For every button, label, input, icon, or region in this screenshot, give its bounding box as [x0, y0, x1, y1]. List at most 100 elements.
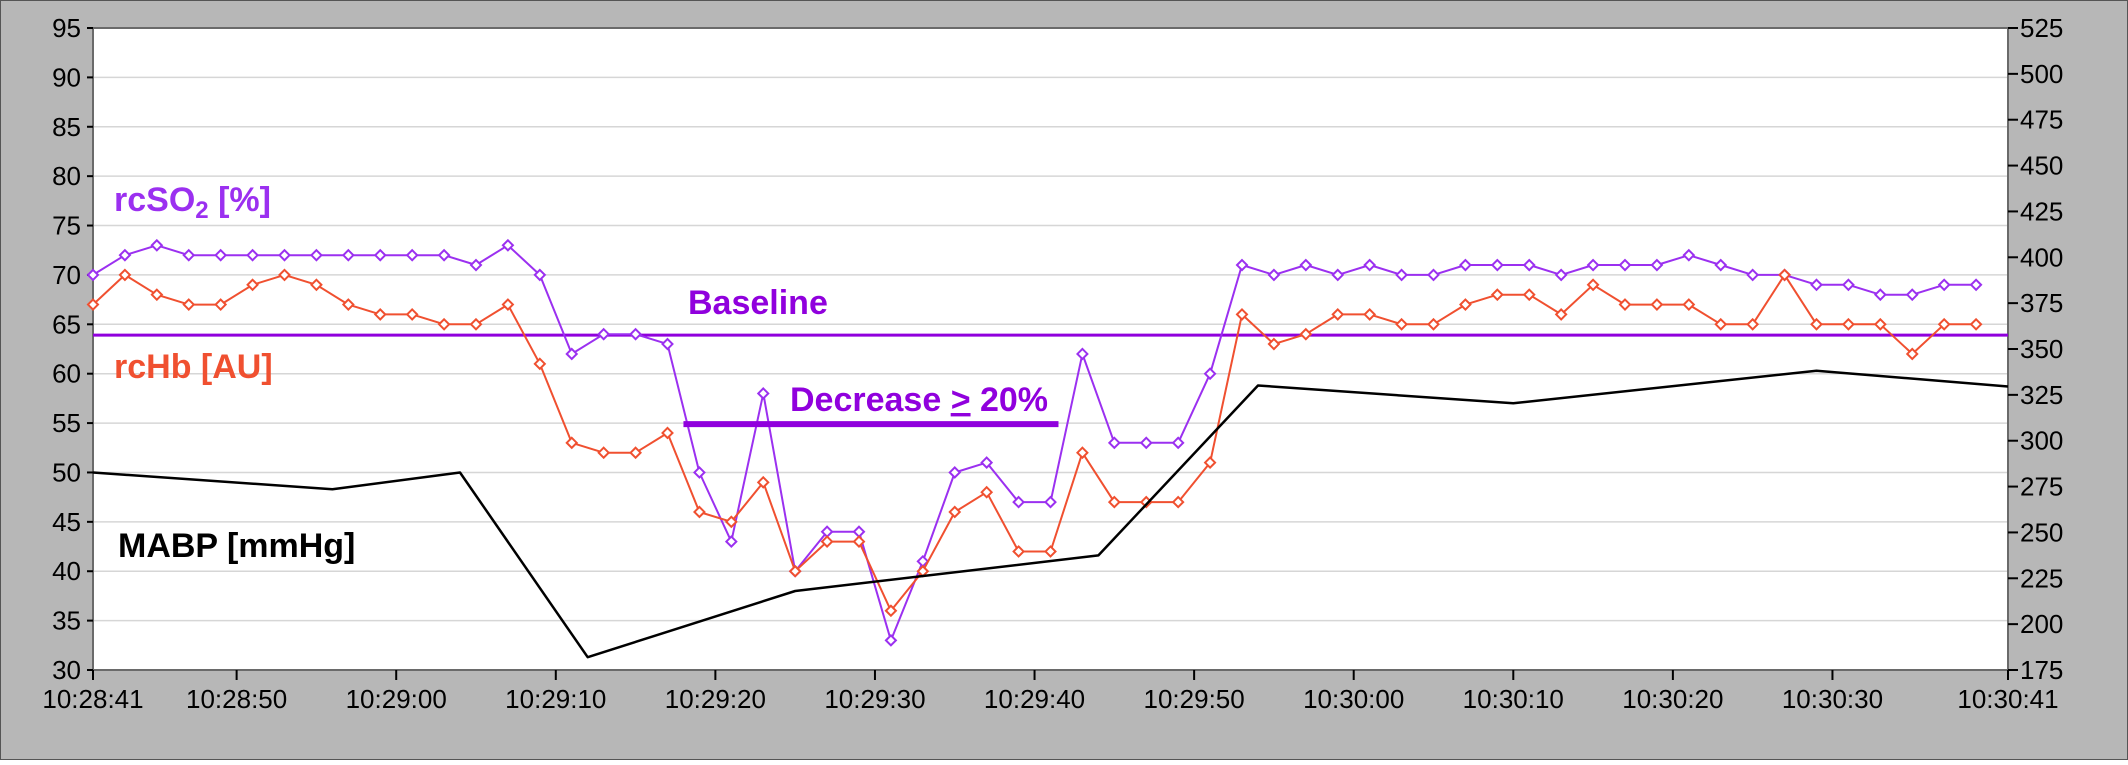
- x-tick-label: 10:29:40: [984, 684, 1085, 714]
- data-point-rchb: [1842, 317, 1855, 331]
- data-point-rchb: [1969, 317, 1983, 331]
- data-point-rcso2: [1012, 495, 1025, 509]
- data-point-rchb: [1459, 298, 1472, 311]
- data-point-rcso2: [310, 248, 323, 262]
- data-point-rcso2: [1554, 268, 1568, 282]
- data-point-rcso2: [1746, 268, 1760, 282]
- data-point-rchb: [1012, 545, 1025, 558]
- data-point-rcso2: [278, 248, 291, 262]
- data-point-rcso2: [1331, 268, 1345, 282]
- data-point-rchb: [214, 298, 228, 311]
- data-point-rchb: [1107, 495, 1121, 509]
- data-point-rchb: [1171, 495, 1185, 509]
- data-point-rcso2: [980, 456, 994, 469]
- data-point-rcso2: [150, 238, 164, 252]
- data-point-rcso2: [693, 466, 706, 479]
- y-right-tick-label: 400: [2020, 242, 2063, 272]
- decrease-label: Decrease > 20%: [790, 381, 1048, 419]
- data-point-rcso2: [373, 248, 387, 262]
- data-point-rcso2: [533, 268, 547, 282]
- data-point-rcso2: [1650, 258, 1664, 272]
- data-point-rcso2: [469, 258, 483, 272]
- x-tick-label: 10:29:10: [505, 684, 606, 714]
- data-point-rcso2: [1714, 258, 1728, 272]
- rcso2-label: rcSO2 [%]: [114, 181, 271, 224]
- data-point-rcso2: [1427, 268, 1440, 282]
- data-point-rcso2: [182, 248, 196, 262]
- x-tick-label: 10:29:30: [824, 684, 925, 714]
- mabp-label: MABP [mmHg]: [118, 527, 355, 565]
- data-point-rchb: [246, 278, 259, 292]
- data-point-rcso2: [1299, 258, 1313, 272]
- data-point-rchb: [86, 298, 100, 311]
- data-point-rchb: [1363, 308, 1377, 321]
- y-left-tick-label: 60: [52, 359, 81, 389]
- data-point-rcso2: [629, 327, 642, 341]
- y-left-tick-label: 80: [52, 161, 81, 191]
- data-point-rchb: [182, 298, 196, 311]
- data-point-rchb: [278, 268, 291, 282]
- data-point-rcso2: [1459, 258, 1472, 272]
- y-right-tick-label: 450: [2020, 151, 2063, 181]
- data-point-rchb: [1299, 327, 1313, 341]
- data-point-rchb: [1427, 317, 1440, 331]
- data-point-rchb: [1331, 308, 1345, 321]
- x-tick-label: 10:30:41: [1957, 684, 2058, 714]
- data-point-rchb: [629, 446, 642, 460]
- data-point-rcso2: [1618, 258, 1632, 272]
- x-tick-label: 10:28:41: [42, 684, 143, 714]
- data-point-rcso2: [1490, 258, 1504, 272]
- y-left-tick-label: 85: [52, 112, 81, 142]
- data-point-rcso2: [1586, 258, 1600, 272]
- data-point-rchb: [1395, 317, 1408, 331]
- data-point-rchb: [724, 515, 738, 529]
- data-point-rchb: [1682, 298, 1696, 311]
- y-left-tick-label: 45: [52, 507, 81, 537]
- data-point-rcso2: [661, 337, 674, 351]
- data-point-rchb: [1586, 278, 1600, 292]
- data-point-rchb: [756, 475, 770, 489]
- data-point-rcso2: [1139, 436, 1153, 450]
- y-right-tick-label: 375: [2020, 288, 2063, 318]
- data-point-rcso2: [597, 327, 611, 341]
- data-point-rchb: [980, 485, 994, 499]
- data-point-rcso2: [1267, 268, 1281, 282]
- data-point-rcso2: [246, 248, 259, 262]
- data-point-rcso2: [1395, 268, 1408, 282]
- x-tick-label: 10:29:50: [1144, 684, 1245, 714]
- data-point-rcso2: [1842, 278, 1855, 292]
- series-rchb: [86, 268, 1983, 618]
- data-point-rchb: [1650, 298, 1664, 311]
- data-point-rchb: [437, 317, 451, 331]
- data-point-rcso2: [1203, 367, 1217, 381]
- data-point-rcso2: [1171, 436, 1185, 450]
- data-point-rchb: [1714, 317, 1728, 331]
- data-point-rchb: [1937, 317, 1951, 331]
- data-point-rcso2: [756, 387, 770, 400]
- baseline-label: Baseline: [688, 284, 828, 322]
- x-axis: 10:28:41 10:28:50 10:29:00 10:29:10 10:29:20…: [42, 670, 2059, 714]
- data-point-rcso2: [501, 238, 515, 252]
- data-point-rchb: [373, 308, 387, 321]
- data-point-rchb: [341, 298, 355, 311]
- x-tick-label: 10:29:20: [665, 684, 766, 714]
- data-point-rchb: [597, 446, 611, 460]
- right-axis: 175 200 225 250 275 300 325 350 375 400 425 450 475 5…: [2008, 13, 2063, 685]
- rchb-label: rcHb [AU]: [114, 348, 273, 386]
- data-point-rchb: [118, 268, 132, 282]
- data-point-rchb: [884, 604, 898, 618]
- left-axis: 30 35 40 45 50 55 60 65 70 75 80 85 90 95: [52, 13, 93, 685]
- data-point-rchb: [1618, 298, 1632, 311]
- y-left-tick-label: 70: [52, 260, 81, 290]
- data-point-rchb: [1905, 347, 1919, 361]
- data-point-rchb: [405, 308, 419, 321]
- y-right-tick-label: 175: [2020, 655, 2063, 685]
- data-point-rcso2: [214, 248, 228, 262]
- data-point-rcso2: [1873, 288, 1887, 302]
- x-tick-label: 10:29:00: [346, 684, 447, 714]
- data-point-rchb: [310, 278, 323, 292]
- data-point-rchb: [693, 505, 706, 519]
- y-left-tick-label: 65: [52, 309, 81, 339]
